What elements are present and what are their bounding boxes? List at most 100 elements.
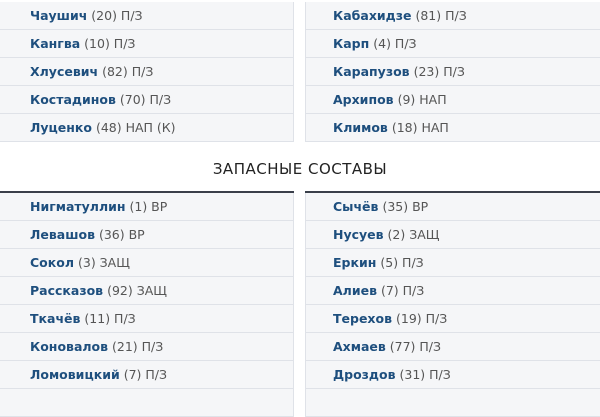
player-detail: (81) П/З (415, 8, 467, 23)
player-detail: (23) П/З (413, 64, 465, 79)
player: Кангва (10) П/З (30, 36, 135, 51)
player-row: Ткачёв (11) П/З (0, 305, 294, 333)
player-detail: (9) НАП (397, 92, 447, 107)
player-detail: (82) П/З (102, 64, 154, 79)
player: Карапузов (23) П/З (333, 64, 465, 79)
player-name: Терехов (333, 311, 392, 326)
player-name: Дроздов (333, 367, 396, 382)
player-row (305, 389, 600, 417)
player-row: Нигматуллин (1) ВР (0, 193, 294, 221)
player-row: Карапузов (23) П/З (305, 58, 600, 86)
player-row: Кангва (10) П/З (0, 30, 294, 58)
player-name: Ломовицкий (30, 367, 120, 382)
player-name: Хлусевич (30, 64, 99, 79)
section-title: ЗАПАСНЫЕ СОСТАВЫ (212, 160, 388, 178)
player-detail: (36) ВР (98, 227, 145, 242)
player-row: Еркин (5) П/З (305, 249, 600, 277)
player: Еркин (5) П/З (333, 255, 424, 270)
player-name: Чаушич (30, 8, 88, 23)
player: Чаушич (20) П/З (30, 8, 143, 23)
player-row: Костадинов (70) П/З (0, 86, 294, 114)
player: Ахмаев (77) П/З (333, 339, 441, 354)
player-detail: (4) П/З (373, 36, 417, 51)
player-row: Левашов (36) ВР (0, 221, 294, 249)
player-row: Карп (4) П/З (305, 30, 600, 58)
player-name: Коновалов (30, 339, 109, 354)
player: Рассказов (92) ЗАЩ (30, 283, 167, 298)
player-name: Алиев (333, 283, 377, 298)
player-detail: (48) НАП (К) (95, 120, 176, 135)
player-name: Луценко (30, 120, 92, 135)
player-row: Кабахидзе (81) П/З (305, 2, 600, 30)
player-row: Луценко (48) НАП (К) (0, 114, 294, 142)
player: Климов (18) НАП (333, 120, 449, 135)
player-detail: (7) П/З (123, 367, 168, 382)
player: Луценко (48) НАП (К) (30, 120, 176, 135)
player-row: Нусуев (2) ЗАЩ (305, 221, 600, 249)
player-detail: (70) П/З (119, 92, 172, 107)
player-detail: (92) ЗАЩ (107, 283, 167, 298)
player-row: Рассказов (92) ЗАЩ (0, 277, 294, 305)
player: Архипов (9) НАП (333, 92, 447, 107)
player-detail: (21) П/З (112, 339, 164, 354)
player-detail: (7) П/З (380, 283, 425, 298)
player-row: Ахмаев (77) П/З (305, 333, 600, 361)
player-name: Костадинов (30, 92, 116, 107)
player: Терехов (19) П/З (333, 311, 447, 326)
player-row: Архипов (9) НАП (305, 86, 600, 114)
player-row: Хлусевич (82) П/З (0, 58, 294, 86)
player: Коновалов (21) П/З (30, 339, 163, 354)
player-row: Терехов (19) П/З (305, 305, 600, 333)
player-name: Карапузов (333, 64, 410, 79)
player-name: Нусуев (333, 227, 384, 242)
player: Нусуев (2) ЗАЩ (333, 227, 439, 242)
player-row: Чаушич (20) П/З (0, 2, 294, 30)
player: Сычёв (35) ВР (333, 199, 428, 214)
player-name: Ткачёв (30, 311, 81, 326)
player-row: Алиев (7) П/З (305, 277, 600, 305)
player: Ткачёв (11) П/З (30, 311, 136, 326)
player-detail: (19) П/З (395, 311, 448, 326)
player-name: Кангва (30, 36, 81, 51)
player-detail: (31) П/З (399, 367, 451, 382)
player-row: Коновалов (21) П/З (0, 333, 294, 361)
player-detail: (3) ЗАЩ (77, 255, 130, 270)
player-name: Нигматуллин (30, 199, 126, 214)
player: Левашов (36) ВР (30, 227, 145, 242)
player-name: Рассказов (30, 283, 104, 298)
player-row: Ломовицкий (7) П/З (0, 361, 294, 389)
player-detail: (20) П/З (91, 8, 143, 23)
player-name: Архипов (333, 92, 394, 107)
player: Хлусевич (82) П/З (30, 64, 153, 79)
player: Сокол (3) ЗАЩ (30, 255, 130, 270)
player: Ломовицкий (7) П/З (30, 367, 167, 382)
player: Костадинов (70) П/З (30, 92, 171, 107)
player: Кабахидзе (81) П/З (333, 8, 467, 23)
player-detail: (5) П/З (380, 255, 424, 270)
player-name: Ахмаев (333, 339, 386, 354)
player: Алиев (7) П/З (333, 283, 424, 298)
player-name: Еркин (333, 255, 377, 270)
player-name: Сычёв (333, 199, 379, 214)
separator (0, 191, 294, 193)
player-detail: (18) НАП (391, 120, 449, 135)
player: Дроздов (31) П/З (333, 367, 451, 382)
player-name: Климов (333, 120, 388, 135)
player-detail: (1) ВР (129, 199, 168, 214)
player-detail: (2) ЗАЩ (387, 227, 440, 242)
player-detail: (10) П/З (84, 36, 136, 51)
player: Карп (4) П/З (333, 36, 417, 51)
player-row: Сычёв (35) ВР (305, 193, 600, 221)
separator (305, 191, 600, 193)
player-name: Кабахидзе (333, 8, 412, 23)
player-detail: (35) ВР (382, 199, 429, 214)
player-name: Сокол (30, 255, 74, 270)
player-detail: (11) П/З (84, 311, 136, 326)
player-row: Сокол (3) ЗАЩ (0, 249, 294, 277)
player-name: Левашов (30, 227, 95, 242)
player-name: Карп (333, 36, 370, 51)
player-detail: (77) П/З (389, 339, 442, 354)
player-row (0, 389, 294, 417)
player: Нигматуллин (1) ВР (30, 199, 167, 214)
